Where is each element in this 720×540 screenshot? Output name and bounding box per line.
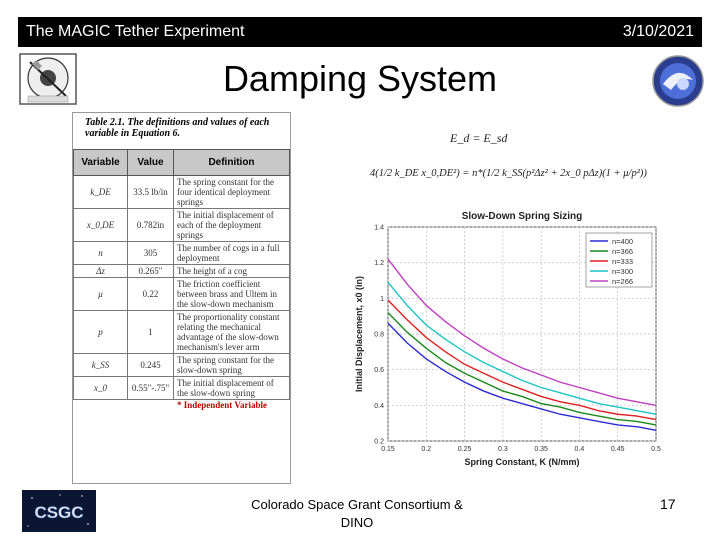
cell-value: 0.55"-.75" xyxy=(127,376,174,400)
cell-value: 33.5 lb/in xyxy=(127,175,174,209)
variables-table: Table 2.1. The definitions and values of… xyxy=(72,112,291,484)
cell-value: 1 xyxy=(127,310,174,354)
table-row: p 1 The proportionality constant relating … xyxy=(73,310,290,354)
equation-line-1: E_d = E_sd xyxy=(449,131,508,145)
table-row: x_0,DE 0.782in The initial displacement of… xyxy=(73,208,290,242)
magic-mission-patch-icon xyxy=(19,53,77,105)
cell-value: 0.265" xyxy=(127,264,174,278)
slide-title: Damping System xyxy=(222,58,498,99)
y-tick-label: 0.8 xyxy=(374,332,384,339)
cell-definition: The height of a cog xyxy=(173,264,290,278)
cell-definition: The spring constant for the slow-down sp… xyxy=(173,353,290,377)
table-row: k_SS 0.245 The spring constant for the slo… xyxy=(73,353,290,377)
cell-value: 0.22 xyxy=(127,277,174,311)
legend-label: n=333 xyxy=(612,257,633,266)
legend-label: n=266 xyxy=(612,277,633,286)
csgc-logo-icon: CSGC xyxy=(22,490,96,532)
cell-value: 305 xyxy=(127,241,174,265)
x-tick-label: 0.45 xyxy=(611,446,625,453)
cell-variable: μ xyxy=(73,277,128,311)
series-line-n366 xyxy=(387,312,657,426)
energy-equation: E_d = E_sd 4(1/2 k_DE x_0,DE²) = n*(1/2 … xyxy=(370,131,647,179)
series-line-n300 xyxy=(387,281,657,415)
legend-label: n=400 xyxy=(612,237,633,246)
cell-definition: The spring constant for the four identic… xyxy=(173,175,290,209)
cell-variable: n xyxy=(73,241,128,265)
dino-mission-logo-icon xyxy=(652,55,704,107)
x-tick-label: 0.5 xyxy=(651,446,661,453)
cell-variable: x_0,DE xyxy=(73,208,128,242)
cell-variable: k_SS xyxy=(73,353,128,377)
legend-box xyxy=(585,232,653,288)
cell-definition: The proportionality constant relating th… xyxy=(173,310,290,354)
y-tick-label: 0.2 xyxy=(374,439,384,446)
table-row: k_DE 33.5 lb/in The spring constant for th… xyxy=(73,175,290,209)
y-tick-label: 1.2 xyxy=(374,260,384,267)
chart-title: Slow-Down Spring Sizing xyxy=(462,211,583,222)
cell-definition: The initial displacement of the slow-dow… xyxy=(173,376,290,400)
col-header-value: Value xyxy=(127,149,174,176)
y-tick-label: 0.6 xyxy=(374,367,384,374)
series-line-n333 xyxy=(387,299,657,421)
csgc-logo-text: CSGC xyxy=(34,503,83,522)
cell-value: 0.245 xyxy=(127,353,174,377)
cell-definition: The friction coefficient between brass a… xyxy=(173,277,290,311)
cell-variable: p xyxy=(73,310,128,354)
table-caption: Table 2.1. The definitions and values of… xyxy=(85,117,270,139)
independent-variable-note: * Independent Variable xyxy=(177,400,268,410)
table-row: x_0 0.55"-.75" The initial displacement of… xyxy=(73,376,290,400)
series-line-n266 xyxy=(387,258,657,407)
header-title: The MAGIC Tether Experiment xyxy=(26,23,245,40)
series-line-n400 xyxy=(387,322,657,431)
x-tick-label: 0.35 xyxy=(534,446,548,453)
header-date: 3/10/2021 xyxy=(622,23,694,40)
table-row: Δz 0.265" The height of a cog xyxy=(73,264,290,278)
y-tick-label: 1 xyxy=(380,296,384,303)
col-header-definition: Definition xyxy=(173,149,290,176)
cell-definition: The initial displacement of each of the … xyxy=(173,208,290,242)
page-number: 17 xyxy=(660,496,676,512)
footer-line-1: Colorado Space Grant Consortium & xyxy=(251,497,463,512)
x-tick-label: 0.25 xyxy=(458,446,472,453)
footer-credit: Colorado Space Grant Consortium & DINO xyxy=(232,496,482,532)
cell-variable: Δz xyxy=(73,264,128,278)
legend-label: n=366 xyxy=(612,247,633,256)
cell-variable: k_DE xyxy=(73,175,128,209)
equation-line-2: 4(1/2 k_DE x_0,DE²) = n*(1/2 k_SS(p²Δz² … xyxy=(370,168,647,179)
x-tick-label: 0.3 xyxy=(498,446,508,453)
slow-down-spring-chart: 0.15 0.2 0.25 0.3 0.35 0.4 0.45 0.50.20.40.60.8… xyxy=(354,211,661,467)
cell-variable: x_0 xyxy=(73,376,128,400)
x-tick-label: 0.15 xyxy=(381,446,395,453)
y-tick-label: 1.4 xyxy=(374,225,384,232)
x-axis-label: Spring Constant, K (N/mm) xyxy=(465,457,580,467)
legend-label: n=300 xyxy=(612,267,633,276)
y-tick-label: 0.4 xyxy=(374,403,384,410)
header-bar: The MAGIC Tether Experiment 3/10/2021 xyxy=(18,17,702,47)
cell-value: 0.782in xyxy=(127,208,174,242)
table-row: n 305 The number of cogs in a full deploym… xyxy=(73,241,290,265)
y-axis-label: Initial Displacement, x0 (in) xyxy=(354,276,364,392)
col-header-variable: Variable xyxy=(73,149,128,176)
x-tick-label: 0.2 xyxy=(421,446,431,453)
variables-grid: Variable Value Definition k_DE 33.5 lb/in… xyxy=(73,149,290,400)
cell-definition: The number of cogs in a full deployment xyxy=(173,241,290,265)
x-tick-label: 0.4 xyxy=(575,446,585,453)
footer-line-2: DINO xyxy=(340,515,374,530)
table-row: μ 0.22 The friction coefficient between br… xyxy=(73,277,290,311)
